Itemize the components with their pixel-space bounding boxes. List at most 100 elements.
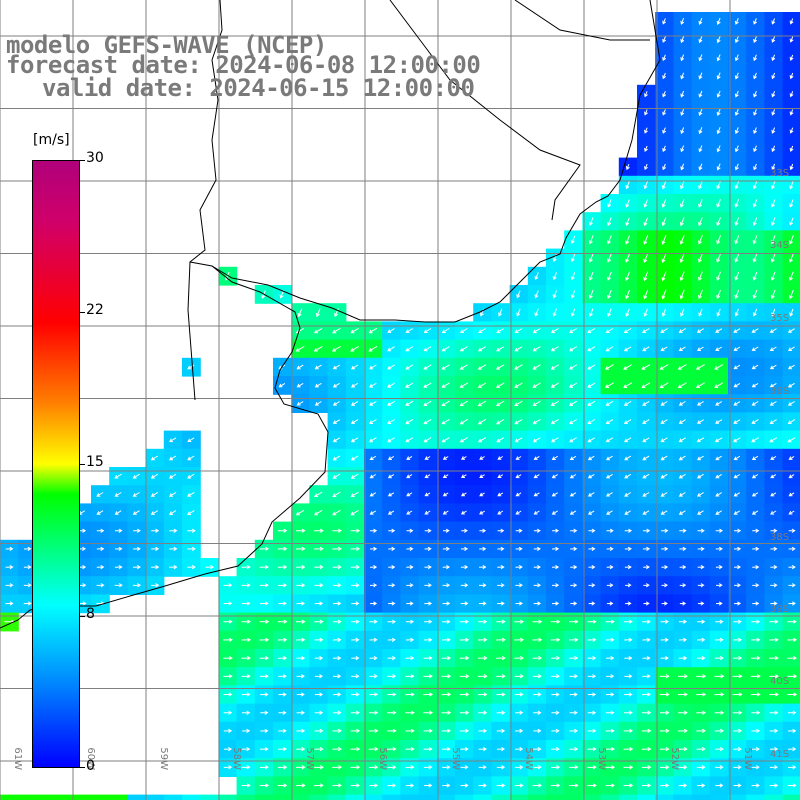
wind-arrow xyxy=(587,637,597,642)
wind-arrow xyxy=(587,400,596,406)
wind-arrow xyxy=(424,619,433,624)
wind-arrow xyxy=(606,510,613,515)
wind-arrow xyxy=(569,328,577,334)
wind-arrow xyxy=(698,54,703,62)
wind-arrow xyxy=(679,271,685,282)
wind-arrow xyxy=(588,510,595,515)
wind-arrow xyxy=(607,271,612,281)
wind-arrow xyxy=(350,491,359,497)
wind-arrow xyxy=(771,127,776,134)
wind-arrow xyxy=(678,746,688,752)
wind-arrow xyxy=(625,308,630,317)
wind-arrow xyxy=(442,583,451,588)
wind-arrow xyxy=(642,328,650,333)
wind-arrow xyxy=(423,346,432,352)
wind-arrow xyxy=(753,163,758,171)
wind-arrow xyxy=(588,528,596,533)
wind-arrow xyxy=(406,583,414,588)
wind-arrow xyxy=(605,765,616,770)
wind-arrow xyxy=(259,564,269,570)
wind-arrow xyxy=(296,382,304,388)
wind-arrow xyxy=(297,308,303,318)
wind-direction-arrows xyxy=(4,17,798,788)
wind-arrow xyxy=(605,492,613,497)
wind-arrow xyxy=(716,163,721,171)
wind-arrow xyxy=(587,619,597,624)
wind-arrow xyxy=(369,400,377,406)
wind-arrow xyxy=(660,437,668,443)
wind-arrow xyxy=(259,601,269,606)
wind-arrow xyxy=(787,674,798,679)
wind-arrow xyxy=(259,637,270,642)
wind-arrow xyxy=(241,619,251,624)
wind-arrow xyxy=(770,253,776,263)
wind-arrow xyxy=(350,728,361,733)
wind-arrow xyxy=(532,619,543,624)
wind-arrow xyxy=(751,783,760,788)
wind-arrow xyxy=(662,145,667,153)
wind-arrow xyxy=(477,418,487,425)
latitude-label: 41S xyxy=(770,749,789,760)
wind-arrow xyxy=(697,601,705,606)
uruguay-coastline xyxy=(211,0,661,323)
wind-arrow xyxy=(660,510,668,515)
wind-arrow xyxy=(332,601,342,606)
wind-arrow xyxy=(460,601,469,606)
wind-arrow xyxy=(642,692,651,697)
wind-arrow xyxy=(369,655,378,661)
wind-arrow xyxy=(770,546,778,552)
wind-arrow xyxy=(587,382,596,388)
wind-arrow xyxy=(588,271,594,281)
wind-arrow xyxy=(187,437,195,442)
wind-arrow xyxy=(369,510,377,515)
wind-arrow xyxy=(589,308,594,317)
wind-arrow xyxy=(789,91,794,98)
wind-arrow xyxy=(441,346,450,352)
wind-speed-cell xyxy=(764,794,784,800)
wind-arrow xyxy=(479,456,485,460)
wind-arrow xyxy=(661,528,669,533)
latitude-label: 38S xyxy=(770,532,789,543)
wind-arrow xyxy=(588,253,594,263)
wind-arrow xyxy=(570,253,576,263)
wind-arrow xyxy=(753,36,758,43)
wind-arrow xyxy=(350,583,360,588)
wind-arrow xyxy=(460,765,469,770)
wind-arrow xyxy=(442,564,451,570)
wind-arrow xyxy=(605,710,615,715)
wind-arrow xyxy=(314,364,322,370)
wind-arrow xyxy=(424,474,431,479)
wind-arrow xyxy=(714,655,724,661)
wind-speed-cell xyxy=(691,794,711,800)
wind-arrow xyxy=(732,674,743,679)
wind-arrow xyxy=(479,546,487,552)
wind-arrow xyxy=(332,728,342,733)
wind-arrow xyxy=(295,509,305,516)
wind-arrow xyxy=(643,601,650,606)
wind-arrow xyxy=(605,419,614,424)
wind-arrow xyxy=(716,108,721,116)
wind-speed-cell xyxy=(127,794,147,800)
wind-speed-cell xyxy=(473,794,492,800)
wind-arrow xyxy=(623,728,634,733)
wind-arrow xyxy=(569,437,577,443)
wind-arrow xyxy=(551,601,560,606)
wind-arrow xyxy=(751,765,760,770)
wind-arrow xyxy=(788,510,795,515)
wind-arrow xyxy=(314,528,324,533)
wind-arrow xyxy=(187,528,196,533)
wind-arrow xyxy=(787,710,797,715)
wind-arrow xyxy=(604,382,614,388)
wind-arrow xyxy=(332,655,342,661)
wind-arrow xyxy=(752,528,760,533)
wind-arrow xyxy=(642,674,651,679)
wind-arrow xyxy=(496,674,506,679)
wind-arrow xyxy=(515,456,522,460)
wind-arrow xyxy=(497,528,505,533)
wind-arrow xyxy=(223,710,233,715)
wind-arrow xyxy=(514,619,524,624)
wind-arrow xyxy=(623,619,633,624)
wind-arrow xyxy=(679,528,687,533)
wind-arrow xyxy=(114,583,123,588)
wind-arrow xyxy=(533,510,540,515)
